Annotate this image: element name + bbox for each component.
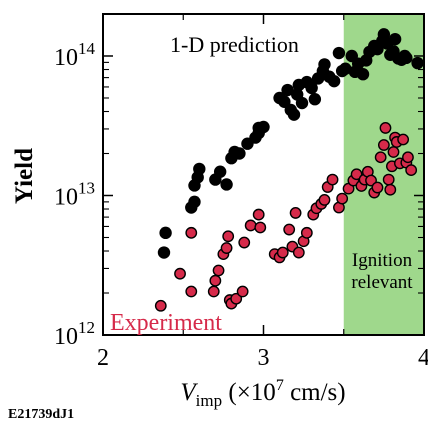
1-d-prediction-point — [257, 120, 270, 134]
experiment-point — [236, 285, 249, 298]
ticks-layer: 2 3 4 1012 1013 1014 — [54, 14, 428, 371]
experiment-point — [405, 164, 418, 177]
1-d-prediction-point — [287, 108, 301, 121]
shade-label-line2: relevant — [351, 272, 413, 293]
experiment-point — [222, 230, 235, 243]
experiment-point — [384, 183, 397, 196]
1-d-prediction-point — [159, 226, 172, 240]
1-d-prediction-point — [327, 74, 341, 88]
experiment-point — [374, 151, 387, 164]
1-d-prediction-point — [411, 56, 424, 70]
y-tick-label: 1014 — [54, 39, 96, 71]
experiment-point — [207, 285, 220, 298]
experiment-point — [350, 168, 363, 181]
experiment-point — [377, 139, 390, 151]
experiment-point — [397, 133, 410, 146]
1-d-prediction-point — [332, 46, 346, 60]
x-tick-label: 4 — [418, 345, 428, 371]
1-d-prediction-point — [213, 165, 227, 178]
prediction-label: 1-D prediction — [170, 32, 299, 57]
figure-id: E21739dJ1 — [8, 407, 74, 422]
x-axis-title-rest-post: cm/s) — [284, 379, 346, 406]
experiment-point — [283, 223, 296, 236]
experiment-point — [185, 226, 198, 239]
experiment-point — [209, 274, 222, 287]
x-tick-label: 2 — [97, 345, 109, 371]
experiment-point — [276, 246, 289, 259]
1-d-prediction-point — [157, 246, 171, 259]
experiment-point — [326, 173, 339, 186]
shade-label-line1: Ignition — [352, 250, 413, 271]
experiment-label: Experiment — [110, 310, 222, 336]
1-d-prediction-point — [188, 195, 201, 209]
y-tick-label: 1012 — [54, 318, 95, 350]
experiment-point — [379, 122, 392, 134]
experiment-point — [292, 246, 305, 259]
1-d-prediction-point — [400, 51, 413, 65]
experiment-point — [252, 208, 265, 221]
experiment-point — [154, 299, 167, 312]
x-axis-title-sup: 7 — [276, 377, 284, 394]
experiment-point — [371, 181, 384, 194]
1-d-prediction-point — [339, 62, 352, 75]
1-d-prediction-point — [220, 178, 233, 191]
experiment-point — [238, 236, 251, 249]
x-axis-title-sub: imp — [196, 391, 222, 410]
experiment-point — [244, 219, 257, 232]
1-d-prediction-point — [281, 83, 294, 97]
x-axis-title: Vimp (×107 cm/s) — [180, 377, 345, 410]
experiment-point — [212, 264, 225, 277]
x-tick-label: 3 — [258, 345, 270, 371]
x-axis-title-rest-pre: (×10 — [222, 379, 276, 406]
experiment-point — [220, 242, 233, 254]
1-d-prediction-point — [193, 162, 206, 176]
1-d-prediction-point — [233, 147, 246, 160]
experiment-point — [300, 226, 313, 239]
1-d-prediction-point — [305, 81, 318, 95]
series-layer — [154, 28, 424, 312]
experiment-point — [174, 267, 186, 280]
x-axis-title-main: V — [180, 379, 198, 406]
1-d-prediction-point — [356, 68, 370, 81]
1-d-prediction-point — [295, 96, 309, 110]
experiment-point — [289, 207, 302, 219]
experiment-point — [402, 151, 414, 164]
experiment-point — [230, 292, 243, 305]
y-tick-label: 1013 — [54, 178, 95, 210]
experiment-point — [387, 146, 400, 158]
experiment-point — [185, 285, 198, 298]
experiment-point — [336, 192, 349, 205]
experiment-point — [318, 193, 331, 206]
1-d-prediction-point — [388, 32, 402, 46]
experiment-point — [254, 221, 267, 234]
1-d-prediction-point — [308, 93, 322, 106]
1-d-prediction-point — [318, 58, 331, 71]
y-axis-title: Yield — [11, 148, 38, 204]
experiment-point — [382, 173, 395, 186]
